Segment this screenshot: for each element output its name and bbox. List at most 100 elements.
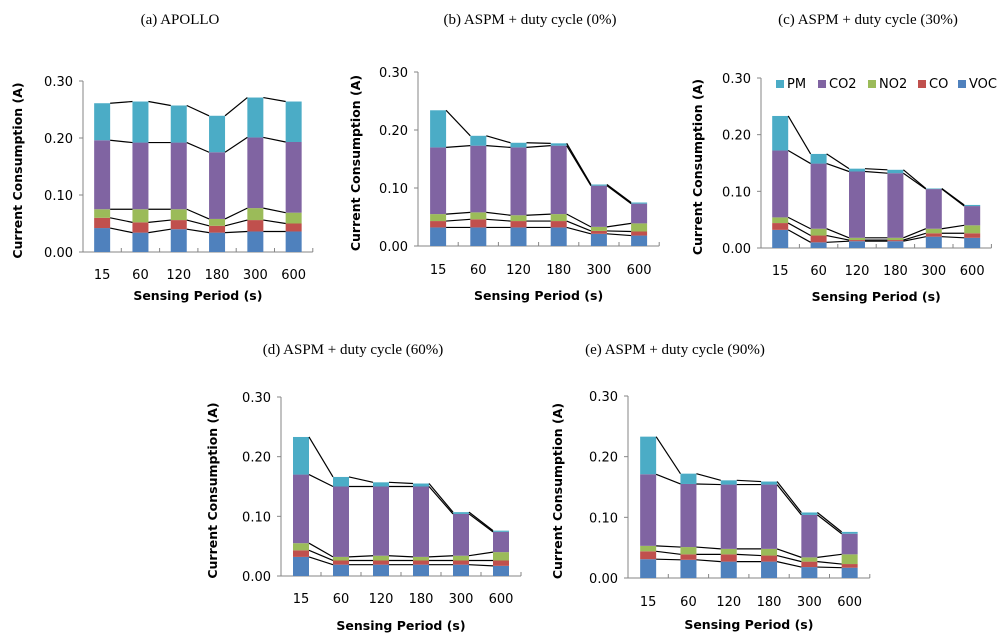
y-tick-label: 0.10 [44,189,73,204]
y-tick-label: 0.30 [722,72,751,87]
series-line-pm [486,135,511,144]
series-line-co2 [446,145,471,148]
bar-segment-co [849,240,865,242]
series-line-pm [110,100,133,104]
series-line-no2 [308,542,334,558]
y-axis-title: Current Consumption (A) [348,75,363,251]
series-line-pm [864,168,888,171]
y-tick-label: 0.20 [589,451,618,466]
bar-segment-no2 [293,543,309,551]
bar-segment-voc [430,227,447,246]
bar-segment-no2 [470,212,487,220]
y-tick-label: 0.30 [242,391,271,406]
bar-segment-no2 [841,554,858,565]
series-line-voc [468,564,494,567]
bar-segment-voc [453,564,469,576]
x-tick-label: 180 [546,263,571,278]
bar-segment-co [453,560,469,565]
bar-segment-pm [510,142,527,148]
x-axis-title: Sensing Period (s) [336,618,465,633]
x-tick-label: 120 [166,268,191,283]
series-line-no2 [224,207,248,220]
series-line-co [826,234,850,241]
y-tick-label: 0.30 [379,66,408,81]
bar-segment-pm [430,110,447,148]
bar-segment-voc [209,232,226,252]
bar-segment-pm [293,436,309,475]
series-line-co [486,218,511,222]
series-line-co2 [428,486,454,515]
series-line-co2 [263,136,286,143]
bar-segment-voc [550,227,567,246]
series-line-co2 [696,483,721,486]
bar-segment-co2 [453,513,469,556]
x-tick-label: 60 [132,268,149,283]
bar-segment-voc [640,559,657,578]
x-tick-label: 60 [680,595,697,610]
bar-segment-pm [333,476,349,487]
y-tick-label: 0.00 [722,242,751,257]
series-line-pm [696,473,721,481]
series-line-co [263,219,286,225]
bar-segment-voc [293,556,309,576]
bar-segment-no2 [285,212,302,224]
bar-segment-co2 [493,531,509,553]
bar-segment-pm [640,436,657,475]
bar-segment-co2 [680,483,697,548]
x-tick-label: 60 [810,264,827,279]
x-tick-label: 120 [506,263,531,278]
series-line-voc [225,230,248,234]
bar-segment-co2 [849,171,865,238]
bar-segment-co [761,555,778,562]
bar-segment-co [680,554,697,560]
bar-segment-co [550,221,567,228]
bar-segment-pm [810,153,827,164]
legend-swatch-voc [958,80,966,88]
series-line-pm [308,436,334,478]
y-tick-label: 0.30 [589,390,618,405]
x-tick-label: 300 [449,592,474,607]
bar-segment-co2 [720,484,737,549]
y-tick-label: 0.10 [589,511,618,526]
bar-segment-co2 [772,150,789,218]
bar-segment-no2 [590,226,607,231]
y-tick-label: 0.00 [589,572,618,587]
series-line-co [308,549,334,562]
bar-segment-pm [285,101,302,142]
bar-segment-co [590,230,607,234]
series-line-voc [308,556,334,566]
bar-segment-no2 [170,209,187,221]
legend-label-no2: NO2 [879,77,907,92]
series-line-co2 [224,136,248,153]
x-tick-label: 15 [772,264,789,279]
x-tick-label: 120 [716,595,741,610]
series-line-no2 [566,213,592,228]
bar-segment-co2 [510,147,527,216]
bar-segment-voc [964,237,981,248]
bar-segment-no2 [132,209,149,223]
bar-segment-pm [849,168,865,172]
chart-title: (c) ASPM + duty cycle (30%) [778,12,958,28]
series-line-co2 [526,145,551,148]
bar-segment-co [772,223,789,230]
bar-segment-voc [373,564,389,576]
series-line-no2 [468,551,494,557]
bar-segment-voc [510,227,527,246]
bar-segment-co2 [841,533,858,555]
bar-segment-pm [550,143,567,146]
legend-swatch-co2 [818,80,826,88]
bar-segment-voc [810,242,827,248]
x-tick-label: 600 [627,263,652,278]
y-tick-label: 0.00 [44,246,73,261]
series-line-pm [566,143,592,185]
series-line-co2 [655,473,681,485]
chart-title: (d) ASPM + duty cycle (60%) [263,342,444,358]
bar-segment-pm [170,105,187,143]
bar-segment-pm [373,482,389,487]
bar-segment-co2 [761,484,778,549]
series-line-co2 [468,513,494,533]
bar-segment-co2 [550,145,567,215]
bar-segment-co [333,560,349,565]
bar-segment-voc [772,229,789,248]
y-tick-label: 0.00 [379,240,408,255]
